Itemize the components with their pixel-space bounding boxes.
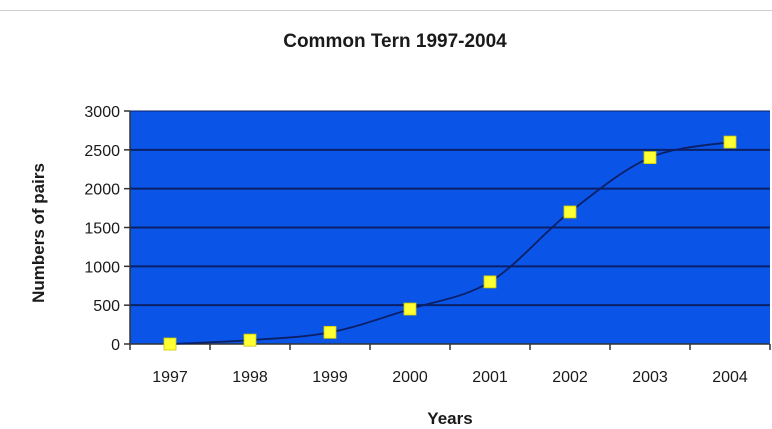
x-tick-label: 1999	[312, 369, 348, 386]
x-tick-label: 2000	[392, 369, 428, 386]
y-tick-label: 1500	[84, 221, 120, 238]
data-point	[243, 333, 257, 347]
data-point	[723, 135, 737, 149]
top-divider	[0, 10, 772, 11]
data-point	[323, 325, 337, 339]
x-tick-label: 1997	[152, 369, 188, 386]
data-point	[563, 205, 577, 219]
x-tick-label: 2001	[472, 369, 508, 386]
y-tick-label: 0	[111, 337, 120, 354]
y-tick-label: 1000	[84, 259, 120, 276]
data-point	[643, 151, 657, 165]
y-tick-label: 2500	[84, 143, 120, 160]
y-axis-title: Numbers of pairs	[29, 163, 48, 303]
y-tick-label: 2000	[84, 182, 120, 199]
x-tick-label: 1998	[232, 369, 268, 386]
series-group	[163, 135, 737, 351]
x-tick-labels: 1997 1998 1999 2000 2001 2002 2003 2004	[152, 369, 748, 386]
y-tick-label: 500	[93, 298, 120, 315]
plot-area-group	[124, 110, 771, 350]
y-tick-label: 3000	[84, 104, 120, 121]
chart-title: Common Tern 1997-2004	[283, 31, 507, 52]
x-tick-label: 2004	[712, 369, 748, 386]
x-axis-title: Years	[427, 409, 472, 428]
data-point	[403, 302, 417, 316]
x-tick-label: 2003	[632, 369, 668, 386]
x-tick-label: 2002	[552, 369, 588, 386]
y-tick-labels: 0 500 1000 1500 2000 2500 3000	[84, 104, 120, 354]
series-line	[169, 141, 731, 345]
data-point	[163, 337, 177, 351]
data-point	[483, 275, 497, 289]
